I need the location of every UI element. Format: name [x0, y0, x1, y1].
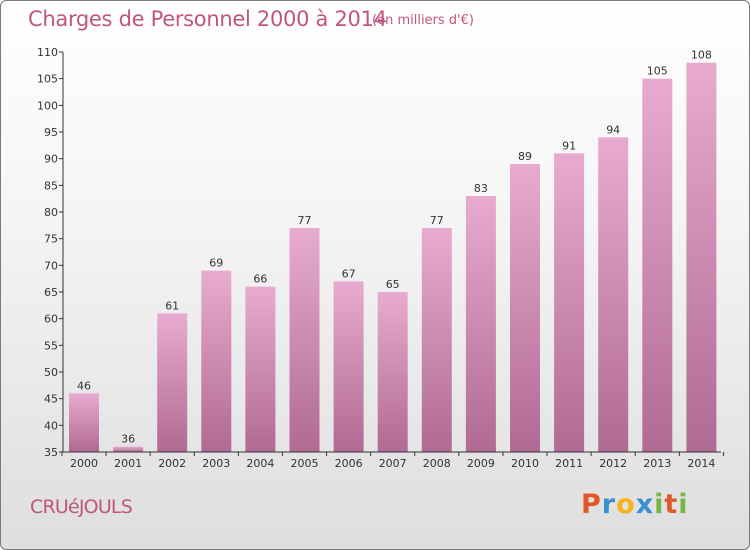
x-tick-label-2010: 2010 [511, 457, 539, 470]
value-label-2007: 65 [386, 278, 400, 291]
x-tick-label-2005: 2005 [291, 457, 319, 470]
y-tick-label-110: 110 [37, 46, 58, 59]
x-tick-label-2014: 2014 [687, 457, 715, 470]
x-tick-label-2009: 2009 [467, 457, 495, 470]
value-label-2006: 67 [342, 267, 356, 280]
bar-2010 [510, 164, 540, 452]
bar-2008 [421, 228, 452, 452]
value-label-2002: 61 [165, 299, 179, 312]
y-tick-label-105: 105 [37, 73, 58, 86]
x-tick-label-2003: 2003 [202, 457, 230, 470]
bar-2001 [113, 446, 144, 452]
bar-2000 [69, 393, 99, 452]
value-label-2011: 91 [562, 139, 576, 152]
value-label-2012: 94 [606, 123, 620, 136]
y-tick-label-80: 80 [44, 206, 58, 219]
value-label-2005: 77 [298, 214, 312, 227]
x-tick-label-2013: 2013 [643, 457, 671, 470]
commune-name: CRUéJOULS [30, 496, 133, 518]
proxiti-logo[interactable]: Proxiti [581, 489, 689, 520]
x-tick-label-2000: 2000 [70, 457, 98, 470]
value-label-2000: 46 [77, 379, 91, 392]
y-tick-label-100: 100 [37, 99, 58, 112]
bar-2009 [465, 196, 496, 452]
bar-2013 [642, 78, 673, 453]
y-tick-label-60: 60 [44, 313, 58, 326]
value-label-2008: 77 [430, 214, 444, 227]
bar-2006 [333, 281, 364, 452]
x-tick-label-2006: 2006 [335, 457, 363, 470]
value-label-2009: 83 [474, 182, 488, 195]
y-tick-label-90: 90 [44, 153, 58, 166]
bar-2002 [157, 313, 188, 452]
x-tick-label-2004: 2004 [246, 457, 274, 470]
bar-2014 [686, 62, 717, 453]
x-tick-label-2011: 2011 [555, 457, 583, 470]
y-tick-label-65: 65 [44, 286, 58, 299]
x-tick-label-2007: 2007 [379, 457, 407, 470]
y-tick-label-85: 85 [44, 179, 58, 192]
value-label-2004: 66 [253, 273, 267, 286]
value-label-2010: 89 [518, 150, 532, 163]
y-tick-label-55: 55 [44, 339, 58, 352]
x-tick-label-2002: 2002 [158, 457, 186, 470]
x-tick-label-2008: 2008 [423, 457, 451, 470]
bar-2003 [201, 270, 232, 452]
value-label-2003: 69 [209, 257, 223, 270]
y-tick-label-45: 45 [44, 393, 58, 406]
chart-subtitle: (en milliers d'€) [372, 13, 474, 28]
value-label-2014: 108 [691, 49, 712, 62]
bar-2012 [598, 137, 629, 453]
bar-2007 [377, 292, 408, 452]
bar-2004 [245, 286, 276, 452]
chart-title: Charges de Personnel 2000 à 2014 [28, 7, 387, 31]
bar-2005 [289, 228, 320, 452]
x-tick-label-2001: 2001 [114, 457, 142, 470]
bar-2011 [554, 153, 585, 453]
y-tick-label-50: 50 [44, 366, 58, 379]
value-label-2013: 105 [647, 65, 668, 78]
y-tick-label-75: 75 [44, 233, 58, 246]
y-tick-label-70: 70 [44, 259, 58, 272]
x-tick-label-2012: 2012 [599, 457, 627, 470]
value-label-2001: 36 [121, 433, 135, 446]
y-tick-label-35: 35 [44, 446, 58, 459]
y-tick-label-40: 40 [44, 419, 58, 432]
y-tick-label-95: 95 [44, 126, 58, 139]
